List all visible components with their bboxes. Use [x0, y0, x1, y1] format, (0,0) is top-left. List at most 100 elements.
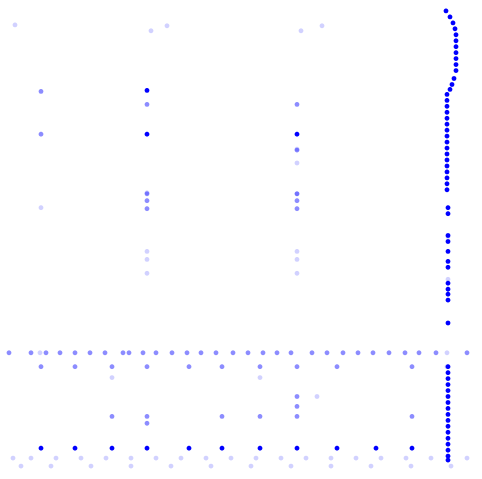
data-point: [88, 463, 94, 469]
data-point: [144, 102, 150, 107]
data-point: [444, 139, 450, 145]
data-point: [288, 350, 294, 356]
data-point: [103, 455, 109, 461]
data-point: [444, 145, 450, 151]
data-point: [445, 406, 451, 411]
data-point: [416, 350, 422, 356]
data-point: [445, 418, 451, 423]
data-point: [294, 160, 300, 166]
data-point: [43, 350, 49, 356]
data-point: [72, 364, 78, 370]
data-point: [445, 453, 451, 459]
data-point: [109, 364, 115, 370]
data-point: [445, 423, 451, 429]
data-point: [445, 412, 451, 417]
data-point: [253, 455, 259, 461]
data-point: [28, 455, 34, 461]
scatter-marks: [6, 8, 470, 469]
data-point: [444, 169, 450, 175]
data-point: [452, 26, 458, 32]
data-point: [294, 206, 300, 212]
data-point: [445, 376, 451, 381]
data-point: [78, 455, 84, 461]
data-point: [445, 286, 451, 292]
data-point: [409, 445, 415, 451]
data-point: [186, 445, 192, 451]
data-point: [248, 463, 254, 469]
data-point: [294, 147, 300, 153]
data-point: [444, 181, 450, 187]
data-point: [72, 445, 78, 451]
data-point: [12, 22, 18, 28]
data-point: [409, 414, 415, 419]
data-point: [444, 151, 450, 157]
data-point: [153, 350, 159, 356]
data-point: [464, 455, 470, 461]
data-point: [245, 350, 251, 356]
data-point: [368, 463, 374, 469]
data-point: [408, 463, 414, 469]
data-point: [444, 115, 450, 121]
data-point: [445, 435, 451, 441]
data-point: [450, 20, 456, 26]
data-point: [294, 191, 300, 197]
data-point: [445, 320, 451, 326]
data-point: [303, 455, 309, 461]
data-point: [328, 463, 334, 469]
data-point: [453, 32, 459, 38]
data-point: [6, 350, 12, 356]
data-point: [294, 257, 300, 262]
data-point: [140, 350, 146, 356]
data-point: [219, 414, 225, 419]
data-point: [294, 445, 300, 451]
data-point: [447, 14, 453, 20]
data-point: [126, 350, 132, 356]
data-point: [453, 68, 459, 73]
data-point: [294, 270, 300, 276]
data-point: [453, 38, 459, 44]
data-point: [260, 350, 266, 356]
data-point: [448, 463, 454, 469]
data-point: [294, 131, 300, 137]
data-point: [340, 350, 346, 356]
data-point: [28, 350, 34, 356]
data-point: [334, 364, 340, 370]
data-point: [109, 375, 115, 380]
data-point: [37, 350, 43, 356]
data-point: [445, 276, 451, 282]
data-point: [428, 455, 434, 461]
data-point: [169, 350, 175, 356]
data-point: [453, 62, 459, 67]
data-point: [445, 291, 451, 297]
data-point: [153, 455, 159, 461]
data-point: [168, 463, 174, 469]
data-point: [53, 455, 59, 461]
data-point: [144, 414, 150, 419]
data-point: [198, 350, 204, 356]
data-point: [403, 455, 409, 461]
data-point: [144, 445, 150, 451]
data-point: [288, 463, 294, 469]
data-point: [230, 350, 236, 356]
data-point: [144, 364, 150, 370]
data-point: [444, 157, 450, 163]
data-point: [294, 249, 300, 254]
data-point: [294, 394, 300, 399]
data-point: [257, 375, 263, 380]
data-point: [294, 404, 300, 409]
data-point: [38, 445, 44, 451]
data-point: [445, 447, 451, 453]
data-point: [203, 455, 209, 461]
data-point: [386, 350, 392, 356]
data-point: [257, 414, 263, 419]
data-point: [144, 198, 150, 204]
data-point: [48, 463, 54, 469]
data-point: [353, 455, 359, 461]
data-point: [144, 88, 150, 93]
data-point: [164, 23, 170, 29]
data-point: [453, 56, 459, 61]
data-point: [298, 28, 304, 34]
data-point: [38, 89, 44, 94]
data-point: [257, 364, 263, 370]
